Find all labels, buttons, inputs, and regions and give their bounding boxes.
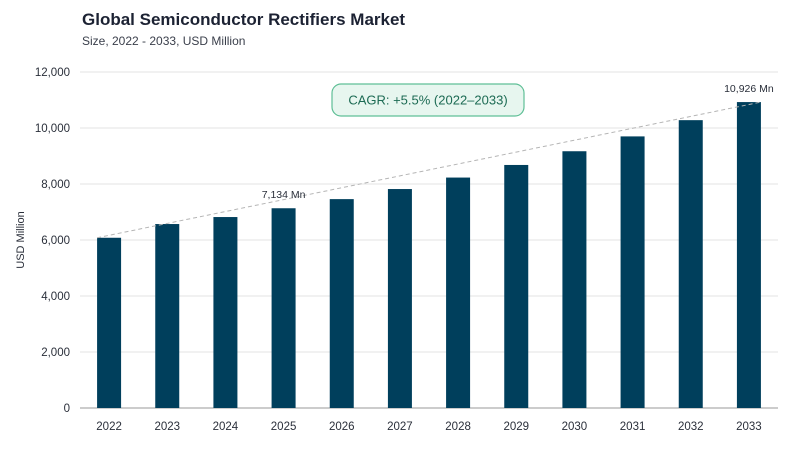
- bar-2024: [213, 217, 238, 408]
- bar-2027: [387, 189, 412, 408]
- chart-title: Global Semiconductor Rectifiers Market: [82, 10, 406, 29]
- x-axis-ticks: 2022 2023 2024 2025 2026 2027 2028 2029 2030 2031…: [96, 421, 761, 433]
- bar-2030: [562, 151, 587, 409]
- x-tick-label: 2028: [445, 421, 471, 433]
- trend-line: [96, 101, 762, 239]
- bar-2022: [97, 237, 122, 408]
- bar-2028: [446, 177, 471, 408]
- chart-subtitle: Size, 2022 - 2033, USD Million: [82, 34, 246, 48]
- y-tick-label: 12,000: [35, 67, 70, 79]
- y-tick-label: 0: [64, 403, 70, 415]
- data-label-2033: 10,926 Mn: [724, 83, 774, 95]
- bar-2029: [504, 164, 529, 408]
- cagr-annotation: CAGR: +5.5% (2022–2033): [331, 83, 525, 117]
- x-tick-label: 2023: [154, 421, 180, 433]
- x-tick-label: 2032: [678, 421, 704, 433]
- x-tick-label: 2033: [736, 421, 762, 433]
- x-tick-label: 2031: [620, 421, 646, 433]
- x-tick-label: 2022: [96, 421, 122, 433]
- bar-2026: [329, 199, 354, 408]
- x-tick-label: 2025: [271, 421, 297, 433]
- y-tick-label: 10,000: [35, 123, 70, 135]
- bar-2031: [620, 136, 645, 408]
- bar-2025: [271, 208, 296, 408]
- data-labels: 7,134 Mn 10,926 Mn: [262, 83, 774, 201]
- y-tick-label: 6,000: [41, 235, 70, 247]
- y-tick-label: 4,000: [41, 291, 70, 303]
- data-label-2025: 7,134 Mn: [262, 189, 306, 201]
- x-tick-label: 2026: [329, 421, 355, 433]
- cagr-badge: [331, 83, 525, 117]
- gridlines: [80, 71, 778, 409]
- y-axis-label: USD Million: [15, 211, 27, 268]
- bars: [97, 102, 761, 409]
- bar-2033: [736, 102, 761, 409]
- bar-2032: [678, 120, 703, 408]
- x-tick-label: 2029: [503, 421, 529, 433]
- x-tick-label: 2024: [213, 421, 239, 433]
- y-tick-label: 2,000: [41, 347, 70, 359]
- cagr-text: CAGR: +5.5% (2022–2033): [348, 93, 507, 108]
- x-tick-label: 2027: [387, 421, 413, 433]
- x-tick-label: 2030: [562, 421, 588, 433]
- y-tick-label: 8,000: [41, 179, 70, 191]
- y-axis-ticks: 0 2,000 4,000 6,000 8,000 10,000 12,000: [35, 67, 70, 415]
- bar-2023: [155, 224, 180, 408]
